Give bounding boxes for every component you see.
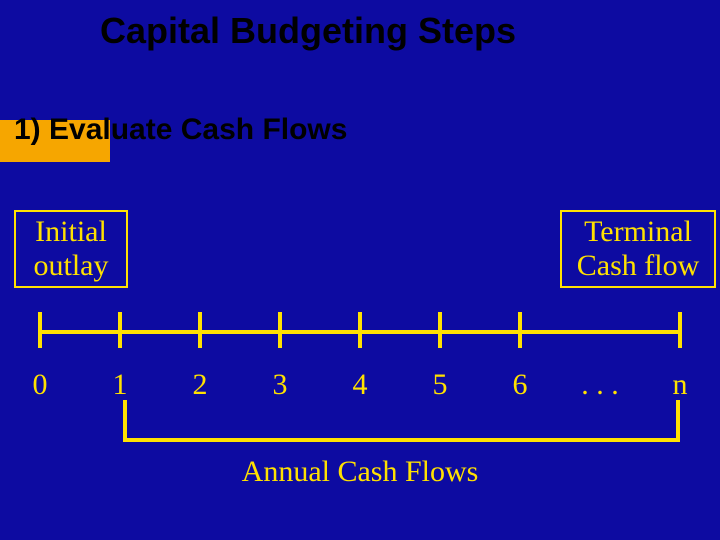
tick-label: 4 <box>330 368 390 402</box>
timeline: 0123456. . .n <box>40 300 680 360</box>
terminal-cashflow-box: Terminal Cash flow <box>560 210 716 288</box>
tick-label: 3 <box>250 368 310 402</box>
tick-mark <box>518 312 522 348</box>
tick-label: 5 <box>410 368 470 402</box>
tick-label: 2 <box>170 368 230 402</box>
tick-mark <box>278 312 282 348</box>
tick-label: 1 <box>90 368 150 402</box>
slide: Capital Budgeting Steps 1) Evaluate Cash… <box>0 0 720 540</box>
annual-bracket <box>123 412 680 442</box>
tick-mark <box>358 312 362 348</box>
bracket-line <box>123 438 680 442</box>
bracket-right <box>676 400 680 442</box>
slide-title: Capital Budgeting Steps <box>100 10 516 51</box>
tick-label: 0 <box>10 368 70 402</box>
tick-mark <box>38 312 42 348</box>
terminal-cashflow-label: Terminal Cash flow <box>562 215 714 284</box>
initial-outlay-label: Initial outlay <box>16 215 126 284</box>
bracket-left <box>123 400 127 442</box>
tick-mark <box>118 312 122 348</box>
initial-outlay-box: Initial outlay <box>14 210 128 288</box>
tick-mark <box>438 312 442 348</box>
tick-mark <box>198 312 202 348</box>
annual-cashflows-label: Annual Cash Flows <box>175 455 545 489</box>
tick-label: 6 <box>490 368 550 402</box>
tick-label: n <box>650 368 710 402</box>
tick-label: . . . <box>570 368 630 402</box>
tick-mark <box>678 312 682 348</box>
slide-subtitle: 1) Evaluate Cash Flows <box>14 113 347 147</box>
